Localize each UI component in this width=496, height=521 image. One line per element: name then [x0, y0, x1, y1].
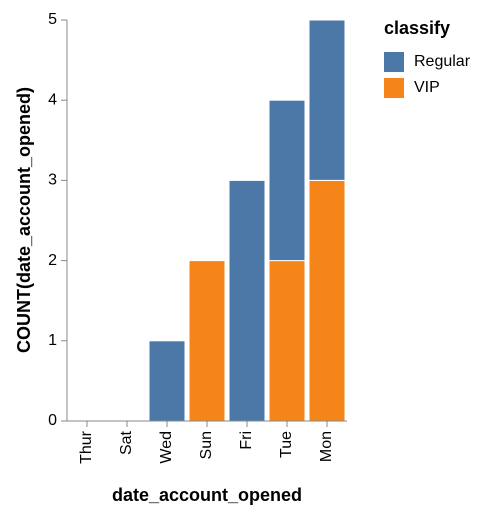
x-tick-label: Thur [78, 430, 95, 464]
y-tick-label: 5 [48, 11, 57, 28]
bar-tue-regular [268, 99, 306, 262]
x-axis-title: date_account_opened [112, 485, 302, 505]
bar-wed-regular [148, 340, 186, 422]
x-tick-label: Sat [118, 430, 135, 455]
x-tick-label: Wed [158, 431, 175, 464]
y-tick-label: 2 [48, 252, 57, 269]
legend-items: Regular VIP [384, 52, 471, 98]
x-tick-label: Sun [198, 431, 215, 459]
bar-sun-vip [188, 260, 226, 422]
bar-mon-regular [308, 19, 346, 181]
legend-label-regular: Regular [414, 53, 471, 70]
axes-layer: 0 1 2 3 4 5 Thur Sat Wed Sun Fri Tue Mon [48, 11, 347, 464]
bar-mon-vip [308, 179, 346, 422]
bar-fri-regular [228, 179, 266, 422]
bar-tue-vip [268, 260, 306, 422]
y-tick-label: 1 [48, 332, 57, 349]
bars-layer [148, 19, 346, 422]
x-tick-label: Tue [278, 431, 295, 458]
legend-label-vip: VIP [414, 79, 440, 96]
y-axis-title: COUNT(date_account_opened) [14, 87, 34, 353]
y-tick-label: 0 [48, 412, 57, 429]
legend-swatch-vip [384, 78, 404, 98]
y-tick-label: 3 [48, 172, 57, 189]
x-tick-label: Fri [238, 431, 255, 450]
y-tick-label: 4 [48, 91, 57, 108]
legend-swatch-regular [384, 52, 404, 72]
x-tick-label: Mon [318, 431, 335, 462]
legend: classify Regular VIP [384, 18, 471, 98]
legend-title: classify [384, 18, 450, 38]
